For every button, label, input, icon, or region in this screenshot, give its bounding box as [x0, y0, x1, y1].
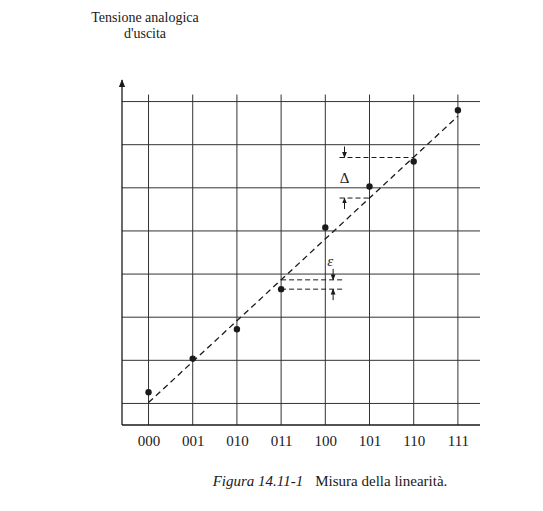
point-group: [322, 224, 328, 230]
tick: 110: [403, 425, 425, 449]
caption: Figura 14.11-1 Misura della linearità.: [212, 473, 448, 489]
point-group: [145, 389, 151, 395]
grid-line: [122, 230, 480, 231]
grid-line: [122, 144, 480, 145]
grid-line: [192, 95, 193, 425]
annotations: Δε: [281, 147, 414, 301]
y-axis-title: Tensione analogicad'uscita: [91, 10, 199, 41]
tick: 010: [226, 425, 249, 449]
grid-line: [122, 101, 480, 102]
arrow: [344, 147, 345, 158]
data-point: [234, 326, 240, 332]
grid-line: [325, 95, 326, 425]
tick-label: 101: [359, 433, 382, 449]
data-point: [455, 107, 461, 113]
grid-line: [148, 95, 149, 425]
data-point: [190, 355, 196, 361]
grid-line: [122, 360, 480, 361]
grid: [122, 95, 480, 425]
grid-line: [122, 187, 480, 188]
point-group: [366, 183, 372, 189]
point-group: [411, 158, 417, 164]
tick: 111: [448, 425, 469, 449]
tick-label: 111: [448, 433, 469, 449]
annotation: Δ: [340, 170, 350, 186]
guide-line: [281, 289, 345, 290]
tick: 000: [138, 425, 161, 449]
axis-line: [121, 80, 122, 425]
ideal-line: [149, 116, 458, 402]
point-group: [190, 355, 196, 361]
x-axis: 000 001 010 011 100 101 110 111: [122, 425, 480, 449]
arrow: [333, 289, 334, 300]
tick-label: 000: [138, 433, 161, 449]
guide-line: [340, 157, 414, 158]
chart: 000 001 010 011 100 101 110 111 Δε Tensione analo…: [0, 0, 543, 511]
plot-area: [145, 107, 461, 403]
point-group: [455, 107, 461, 113]
tick-label: 011: [271, 433, 293, 449]
data-point: [145, 389, 151, 395]
grid-line: [457, 95, 458, 425]
axis-title: d'uscita: [124, 26, 167, 41]
tick: 101: [359, 425, 382, 449]
data-point: [366, 183, 372, 189]
grid-line: [413, 95, 414, 425]
data-point: [411, 158, 417, 164]
grid-line: [369, 95, 370, 425]
tick-label: 001: [182, 433, 205, 449]
tick: 100: [315, 425, 338, 449]
tick: 001: [182, 425, 205, 449]
grid-line: [122, 317, 480, 318]
figure-label: Figura 14.11-1: [212, 473, 304, 489]
tick-label: 100: [315, 433, 338, 449]
grid-line: [281, 95, 282, 425]
point-group: [234, 326, 240, 332]
data-point: [322, 224, 328, 230]
arrow: [333, 269, 334, 280]
axis-line: [122, 424, 480, 425]
tick-label: 010: [226, 433, 249, 449]
tick: 011: [271, 425, 293, 449]
title: Misura della linearità.: [315, 473, 447, 489]
y-axis: [122, 80, 123, 425]
arrow: [344, 198, 345, 209]
guide-line: [281, 279, 345, 280]
annotation: ε: [327, 253, 333, 269]
grid-line: [236, 95, 237, 425]
tick-label: 110: [403, 433, 425, 449]
axis-title: Tensione analogica: [91, 10, 199, 25]
grid-line: [122, 403, 480, 404]
grid-line: [122, 274, 480, 275]
